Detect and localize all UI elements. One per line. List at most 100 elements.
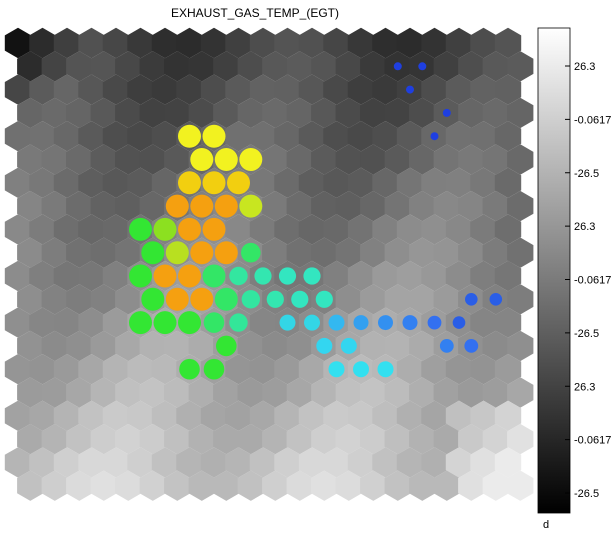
hex-cell bbox=[90, 237, 117, 268]
hex-cell bbox=[29, 27, 56, 59]
hex-cell bbox=[237, 470, 264, 501]
hex-cell bbox=[262, 144, 289, 175]
hex-cell bbox=[311, 51, 338, 82]
hex-cell bbox=[78, 27, 105, 59]
hex-cell bbox=[347, 447, 375, 478]
hex-cell bbox=[41, 190, 68, 222]
hex-cell bbox=[421, 27, 448, 59]
hex-cell bbox=[311, 377, 338, 408]
hex-cell bbox=[41, 284, 68, 315]
hex-cell bbox=[494, 400, 522, 431]
hex-cell bbox=[237, 51, 264, 82]
som-marker bbox=[179, 358, 200, 380]
hex-cell bbox=[298, 400, 326, 431]
hex-cell bbox=[482, 377, 509, 408]
hex-cell bbox=[396, 27, 424, 59]
hex-cell bbox=[41, 377, 68, 408]
hex-cell bbox=[445, 74, 473, 105]
hex-cell bbox=[445, 400, 473, 431]
hex-cell bbox=[298, 167, 326, 198]
som-marker bbox=[214, 148, 238, 171]
hex-cell bbox=[311, 470, 338, 501]
som-marker bbox=[439, 339, 454, 353]
som-marker bbox=[178, 264, 201, 288]
hex-cell bbox=[90, 144, 117, 175]
hex-cell bbox=[139, 330, 166, 362]
hex-cell bbox=[421, 354, 448, 385]
hex-cell bbox=[494, 447, 522, 478]
hex-cell bbox=[78, 121, 105, 152]
hex-cell bbox=[360, 377, 387, 408]
hex-cell bbox=[29, 167, 56, 198]
som-marker bbox=[239, 194, 263, 218]
hex-cell bbox=[115, 377, 142, 408]
colorbar-ticks: 26.3 -0.0617 -26.5 26.3 -0.0617 -26.5 26.3 -0.0… bbox=[565, 61, 611, 500]
hex-cell bbox=[507, 51, 534, 82]
hex-cell bbox=[507, 237, 534, 268]
hex-cell bbox=[262, 237, 289, 268]
hex-cell bbox=[237, 97, 264, 129]
hex-cell bbox=[90, 423, 117, 455]
hex-cell bbox=[421, 400, 448, 431]
hex-cell bbox=[482, 423, 509, 455]
hex-cell bbox=[29, 400, 56, 431]
hex-cell bbox=[458, 237, 485, 268]
hex-cell bbox=[29, 260, 56, 292]
hex-cell bbox=[470, 354, 497, 385]
som-marker bbox=[141, 241, 165, 265]
hex-cell bbox=[494, 260, 522, 292]
hex-cell bbox=[66, 284, 93, 315]
hex-cell bbox=[458, 190, 485, 222]
hex-cell bbox=[298, 27, 326, 59]
hex-cell bbox=[102, 74, 130, 105]
som-marker bbox=[241, 290, 260, 309]
hex-cell bbox=[274, 27, 301, 59]
hex-cell bbox=[421, 260, 448, 292]
hex-cell bbox=[482, 51, 509, 82]
hex-cell bbox=[445, 260, 473, 292]
som-marker bbox=[141, 287, 165, 311]
som-marker bbox=[129, 264, 152, 288]
hex-cell bbox=[372, 74, 399, 105]
hex-cell bbox=[335, 284, 362, 315]
hex-cell bbox=[311, 97, 338, 129]
hex-cell bbox=[421, 214, 448, 245]
hex-cell bbox=[66, 144, 93, 175]
hex-cell bbox=[90, 330, 117, 362]
hex-cell bbox=[470, 74, 497, 105]
hex-cell bbox=[249, 354, 277, 385]
hex-cell bbox=[90, 190, 117, 222]
hex-cell bbox=[360, 470, 387, 501]
hex-cell bbox=[433, 284, 460, 315]
hex-cell bbox=[409, 470, 436, 501]
hex-cell bbox=[507, 423, 534, 455]
hex-cell bbox=[298, 354, 326, 385]
hex-cell bbox=[482, 470, 509, 501]
hex-cell bbox=[372, 121, 399, 152]
hex-cell bbox=[115, 330, 142, 362]
hex-cell bbox=[494, 74, 522, 105]
hex-cell bbox=[396, 214, 424, 245]
hex-cell bbox=[507, 284, 534, 315]
hex-cell bbox=[494, 307, 522, 338]
hex-cell bbox=[151, 447, 179, 478]
hex-cell bbox=[470, 167, 497, 198]
hex-cell bbox=[90, 51, 117, 82]
hex-cell bbox=[421, 167, 448, 198]
som-marker bbox=[442, 108, 451, 117]
hex-cell bbox=[115, 190, 142, 222]
som-marker bbox=[178, 124, 201, 148]
som-marker bbox=[214, 287, 238, 311]
hex-cell bbox=[286, 190, 313, 222]
hex-cell bbox=[102, 27, 130, 59]
hex-cell bbox=[335, 237, 362, 268]
hex-cell bbox=[445, 121, 473, 152]
hex-cell bbox=[139, 144, 166, 175]
hex-cell bbox=[445, 167, 473, 198]
hex-cell bbox=[115, 237, 142, 268]
hex-cell bbox=[78, 354, 105, 385]
hex-cell bbox=[262, 470, 289, 501]
hex-cell bbox=[53, 121, 81, 152]
hex-cell bbox=[78, 74, 105, 105]
